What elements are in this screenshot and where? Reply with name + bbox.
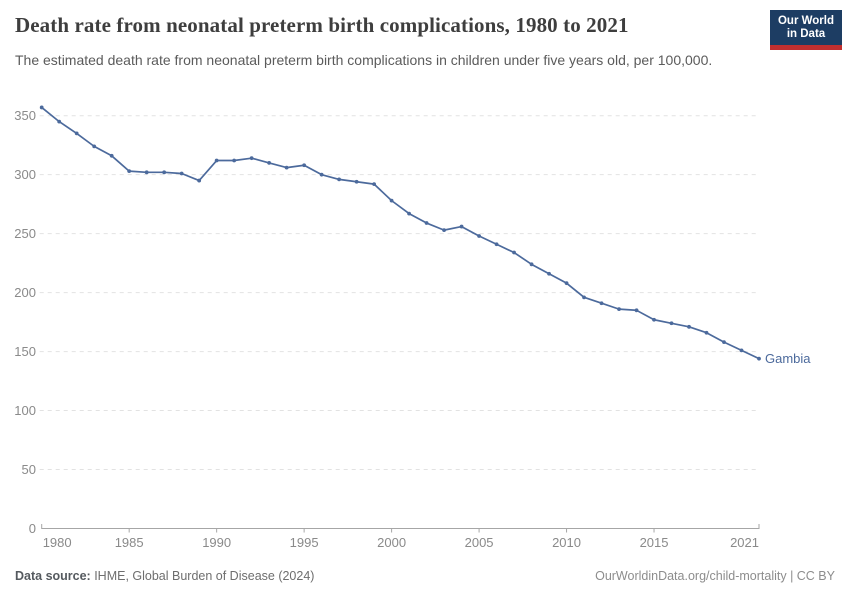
data-point [144,170,149,175]
data-point [704,330,709,335]
data-point [669,321,674,326]
data-point [634,308,639,313]
data-point [284,165,289,170]
data-point [109,153,114,158]
y-tick-label: 250 [14,226,36,241]
data-point [267,160,272,165]
x-tick-label: 2021 [730,535,759,550]
data-point [39,105,44,110]
data-point [687,324,691,329]
data-point [547,271,551,276]
data-point [162,170,167,175]
data-point [249,156,254,161]
data-point [494,242,499,247]
owid-logo-line2: in Data [786,28,826,40]
data-point [354,179,359,184]
data-point [407,211,411,216]
data-source-text: IHME, Global Burden of Disease (2024) [90,569,315,583]
y-tick-label: 0 [29,521,36,536]
data-point [652,317,656,322]
data-point [389,198,394,203]
data-point [337,177,342,182]
x-tick-label: 1995 [290,535,319,550]
data-point [197,178,202,183]
data-point [739,348,744,353]
y-tick-label: 50 [22,462,36,477]
data-point [442,228,446,233]
data-point [424,221,429,225]
data-point [74,131,79,136]
data-point [564,281,569,286]
data-point [459,224,464,229]
data-point [302,163,307,168]
y-tick-label: 300 [14,167,36,182]
data-source-label: Data source: [15,569,91,583]
data-point [529,262,534,267]
x-tick-label: 1985 [115,535,144,550]
x-tick-label: 1980 [43,535,72,550]
y-tick-label: 100 [14,403,36,418]
x-tick-label: 1990 [202,535,231,550]
data-source-note: Data source: IHME, Global Burden of Dise… [15,569,314,583]
x-tick-label: 2000 [377,535,406,550]
data-point [599,301,604,306]
x-tick-label: 2010 [552,535,581,550]
data-point [757,356,761,361]
series-line [40,106,760,360]
data-point [179,171,184,176]
y-tick-label: 150 [14,344,36,359]
chart-subtitle: The estimated death rate from neonatal p… [15,52,713,68]
data-point [722,340,726,345]
data-point [232,158,237,163]
attribution-link[interactable]: OurWorldinData.org/child-mortality | CC … [595,569,835,583]
owid-logo-line1: Our World [777,15,834,27]
data-point [372,182,377,187]
x-tick-label: 2005 [465,535,494,550]
data-point [214,158,219,163]
y-tick-label: 200 [14,285,36,300]
data-point [319,172,324,177]
data-point [477,234,481,238]
x-axis [41,524,760,529]
data-point [582,295,586,300]
data-point [617,307,621,312]
data-point [512,250,516,255]
data-point [92,144,97,149]
owid-logo[interactable]: Our World in Data [770,10,842,50]
y-tick-label: 350 [14,108,36,123]
data-point [127,169,132,174]
chart-title: Death rate from neonatal preterm birth c… [15,13,629,37]
series-end-label: Gambia [765,351,811,366]
data-point [57,119,62,124]
x-tick-label: 2015 [640,535,669,550]
